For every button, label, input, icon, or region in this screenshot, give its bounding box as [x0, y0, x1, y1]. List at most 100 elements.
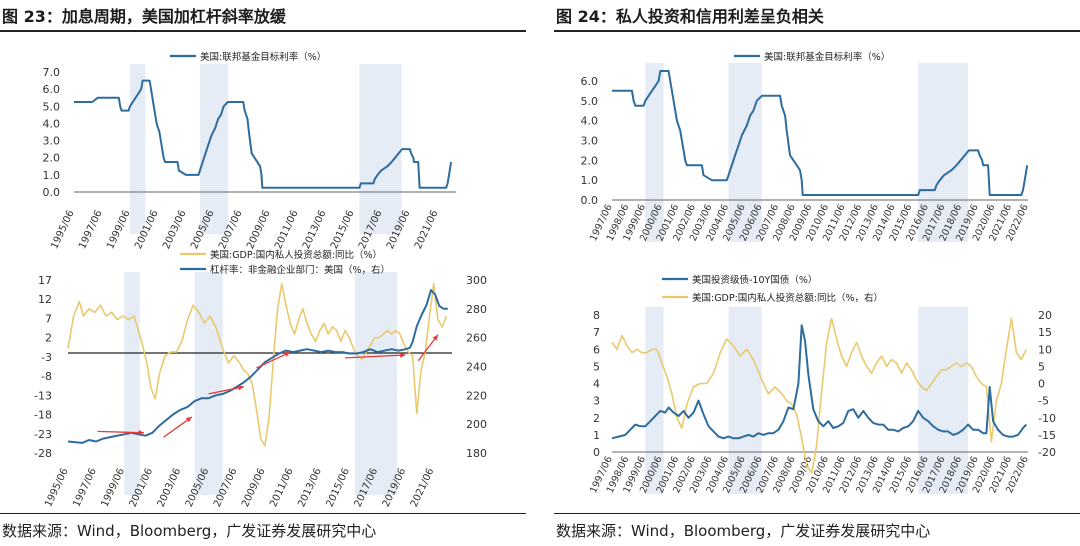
- trend-arrow: [345, 354, 406, 359]
- y-tick-label: 4.0: [43, 117, 61, 130]
- legend-private-investment: 美国:GDP:国内私人投资总额:同比（%，右）: [692, 292, 883, 304]
- x-tick-label: 1995/06: [43, 467, 71, 509]
- y-left-tick-label: 1: [593, 429, 600, 442]
- legend-private-investment: 美国:GDP:国内私人投资总额:同比（%）: [210, 249, 382, 261]
- credit-spread-line: [611, 324, 1028, 440]
- title-rule: [0, 30, 526, 32]
- trend-arrowhead: [432, 334, 438, 341]
- trend-arrow: [417, 334, 439, 362]
- y-tick-label: 7.0: [43, 66, 61, 79]
- trend-arrow: [97, 430, 144, 434]
- fed-funds-rate-line: [74, 79, 453, 189]
- y-tick-label: 2.0: [43, 152, 61, 165]
- y-tick-label: 6.0: [43, 83, 61, 96]
- y-left-tick-label: 7: [45, 312, 52, 325]
- x-tick-label: 2003/06: [156, 467, 184, 509]
- y-left-tick-label: 17: [38, 274, 52, 287]
- y-left-tick-label: 2: [593, 412, 600, 425]
- x-tick-label: 2021/06: [409, 467, 437, 509]
- y-right-tick-label: -5: [1038, 395, 1049, 408]
- trend-arrowhead: [284, 352, 291, 357]
- tightening-period-shade: [728, 307, 762, 494]
- corporate-leverage-line: [67, 289, 448, 444]
- trend-arrowhead: [400, 352, 406, 358]
- legend-fed-funds-rate: 美国:联邦基金目标利率（%）: [200, 51, 326, 63]
- y-right-tick-label: 15: [1038, 326, 1052, 339]
- figure-23-title: 图 23：加息周期，美国加杠杆斜率放缓: [2, 7, 286, 26]
- y-tick-label: 5.0: [581, 95, 599, 108]
- y-right-tick-label: 280: [466, 303, 487, 316]
- figure-23-source: 数据来源：Wind，Bloomberg，广发证券发展研究中心: [2, 522, 377, 540]
- y-left-tick-label: -3: [41, 351, 52, 364]
- y-left-tick-label: 8: [593, 309, 600, 322]
- source-rule: [0, 513, 526, 514]
- tightening-period-shade: [124, 272, 140, 495]
- legend-fed-funds-rate: 美国:联邦基金目标利率（%）: [764, 51, 890, 63]
- y-tick-label: 3.0: [43, 135, 61, 148]
- trend-arrow: [208, 386, 244, 395]
- source-rule: [554, 513, 1080, 514]
- y-tick-label: 4.0: [581, 115, 599, 128]
- y-right-tick-label: 300: [466, 274, 487, 287]
- trend-arrowhead: [138, 430, 144, 436]
- y-right-tick-label: -20: [1038, 446, 1056, 459]
- tightening-period-shade: [728, 63, 762, 242]
- chart-fed-funds-rate-24: 6.05.04.03.02.01.00.01997/061998/061999/…: [581, 51, 1031, 243]
- legend-credit-spread: 美国投资级债-10Y国债（%）: [692, 274, 817, 286]
- y-right-tick-label: 0: [1038, 378, 1045, 391]
- x-tick-label: 1999/06: [99, 467, 127, 509]
- y-right-tick-label: 10: [1038, 343, 1052, 356]
- y-right-tick-label: 180: [466, 447, 487, 460]
- figure-24-source: 数据来源：Wind，Bloomberg，广发证券发展研究中心: [556, 522, 931, 540]
- y-left-tick-label: 7: [593, 326, 600, 339]
- x-tick-label: 2015/06: [325, 467, 353, 509]
- tightening-period-shade: [645, 63, 664, 242]
- y-tick-label: 2.0: [581, 154, 599, 167]
- x-tick-label: 1997/06: [71, 467, 99, 509]
- x-tick-label: 2013/06: [296, 467, 324, 509]
- y-right-tick-label: 240: [466, 361, 487, 374]
- y-right-tick-label: 260: [466, 332, 487, 345]
- y-right-tick-label: 5: [1038, 360, 1045, 373]
- legend-corporate-leverage: 杠杆率：非金融企业部门：美国（%，右）: [210, 264, 390, 276]
- x-tick-label: 2009/06: [240, 467, 268, 509]
- tightening-period-shade: [918, 307, 969, 494]
- trend-arrowhead: [238, 385, 244, 391]
- y-left-tick-label: 0: [593, 446, 600, 459]
- tightening-period-shade: [129, 64, 146, 234]
- figure-24-panel: 图 24：私人投资和信用利差呈负相关 6.0 5.0 4.0 3.0 2.0 1.0 0.0…: [554, 0, 1080, 546]
- private-investment-yoy-line: [67, 282, 448, 447]
- y-left-tick-label: -8: [41, 370, 52, 383]
- y-tick-label: 0.0: [43, 186, 61, 199]
- y-right-tick-label: -15: [1038, 429, 1056, 442]
- x-tick-label: 2011/06: [268, 467, 296, 509]
- y-tick-label: 5.0: [43, 100, 61, 113]
- chart-credit-spread-vs-investment: 87654321020151050-5-10-15-201997/061998/…: [588, 274, 1056, 495]
- tightening-period-shade: [918, 63, 969, 242]
- private-investment-yoy-line: [611, 317, 1028, 474]
- trend-arrow: [256, 351, 291, 369]
- y-left-tick-label: 6: [593, 343, 600, 356]
- y-left-tick-label: 4: [593, 378, 600, 391]
- y-left-tick-label: 2: [45, 332, 52, 345]
- figure-24-title: 图 24：私人投资和信用利差呈负相关: [556, 7, 824, 26]
- y-right-tick-label: 20: [1038, 309, 1052, 322]
- y-left-tick-label: 3: [593, 395, 600, 408]
- figure-23-panel: 图 23：加息周期，美国加杠杆斜率放缓 7.0 6.0 5.0 4.0 3.0 2.0 1.…: [0, 0, 526, 546]
- chart-investment-vs-leverage: 17 12 7 2 -3 -8 -13 -18 -23 -28 300 280 260 240 220 200…: [34, 249, 487, 509]
- y-right-tick-label: -10: [1038, 412, 1056, 425]
- y-left-tick-label: 12: [38, 293, 52, 306]
- y-tick-label: 6.0: [581, 75, 599, 88]
- y-left-tick-label: -18: [34, 409, 52, 422]
- y-tick-label: 1.0: [581, 174, 599, 187]
- y-tick-label: 1.0: [43, 169, 61, 182]
- tightening-period-shade: [354, 272, 398, 495]
- tightening-period-shade: [199, 64, 228, 234]
- title-rule: [554, 30, 1080, 32]
- y-left-tick-label: -13: [34, 389, 52, 402]
- y-tick-label: 0.0: [581, 194, 599, 207]
- fed-funds-rate-line: [612, 70, 1029, 196]
- y-right-tick-label: 200: [466, 418, 487, 431]
- y-left-tick-label: -23: [34, 428, 52, 441]
